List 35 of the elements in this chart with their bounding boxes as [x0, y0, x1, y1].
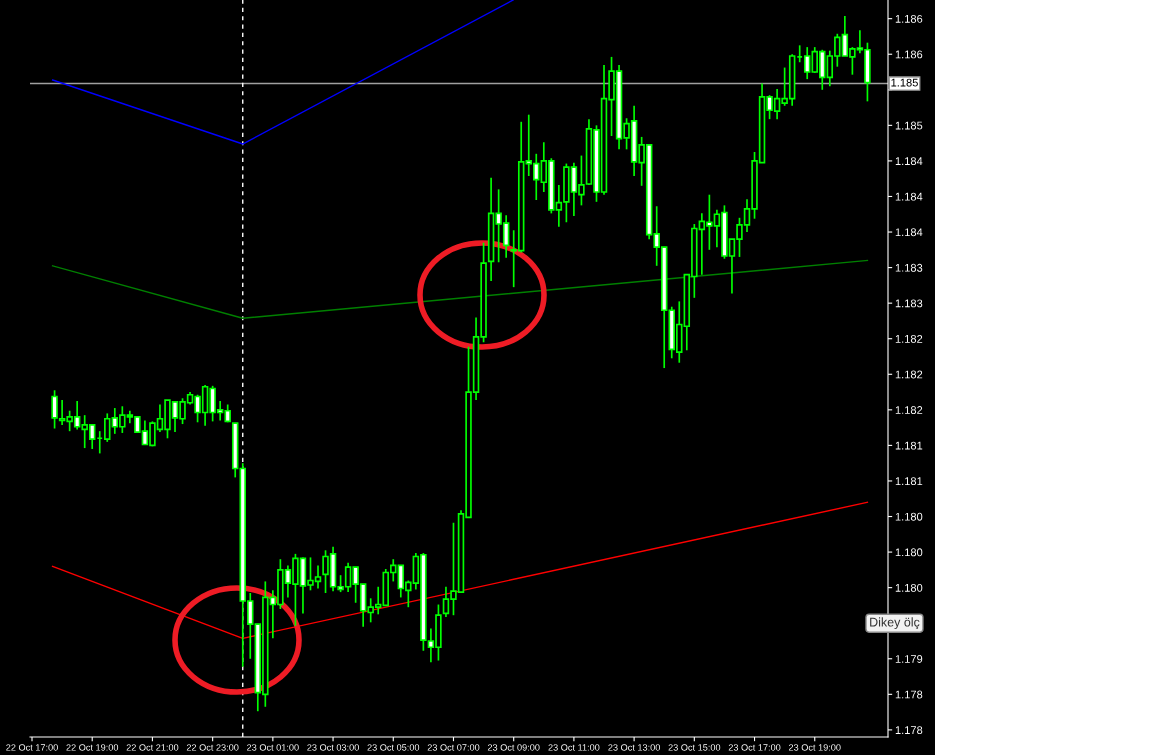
- x-tick-label: 23 Oct 17:00: [728, 744, 781, 751]
- y-tick-label: 1.184: [895, 228, 923, 237]
- candlestick: [803, 46, 811, 80]
- y-tick-label: 1.178: [895, 690, 923, 699]
- y-tick-label: 1.182: [895, 334, 923, 343]
- y-tick-label: 1.186: [895, 50, 923, 59]
- y-tick-label: 1.182: [895, 406, 923, 414]
- x-tick-label: 23 Oct 07:00: [427, 744, 480, 751]
- x-tick-label: 23 Oct 11:00: [548, 744, 600, 751]
- x-tick-label: 23 Oct 01:00: [247, 744, 299, 751]
- x-tick-label: 23 Oct 15:00: [668, 744, 721, 751]
- x-tick-label: 22 Oct 23:00: [186, 744, 239, 751]
- x-tick-label: 23 Oct 09:00: [487, 744, 540, 751]
- y-tick-label: 1.179: [895, 655, 923, 663]
- x-tick-label: 23 Oct 19:00: [788, 744, 841, 751]
- y-tick-label: 1.180: [895, 548, 923, 557]
- y-tick-label: 1.184: [895, 192, 923, 201]
- y-tick-label: 1.185: [895, 121, 923, 130]
- y-tick-label: 1.183: [895, 263, 923, 272]
- y-tick-label: 1.180: [895, 512, 923, 521]
- y-tick-label: 1.181: [895, 477, 923, 486]
- x-tick-label: 23 Oct 05:00: [367, 744, 420, 751]
- y-tick-label: 1.180: [895, 583, 923, 592]
- x-tick-label: 22 Oct 21:00: [126, 744, 179, 751]
- annotation: Dikey ölç: [870, 617, 920, 630]
- x-tick-label: 22 Oct 19:00: [66, 744, 119, 751]
- y-tick-label: 1.184: [895, 157, 923, 166]
- y-tick-label: 1.186: [895, 14, 923, 23]
- x-tick-label: 23 Oct 13:00: [608, 744, 660, 751]
- y-tick-label: 1.178: [895, 726, 923, 735]
- x-tick-label: 23 Oct 03:00: [307, 744, 359, 751]
- y-tick-label: 1.182: [895, 370, 923, 379]
- y-tick-label: 1.183: [895, 299, 923, 308]
- y-tick-label: 1.181: [895, 441, 923, 450]
- x-tick-label: 22 Oct 17:00: [6, 744, 58, 751]
